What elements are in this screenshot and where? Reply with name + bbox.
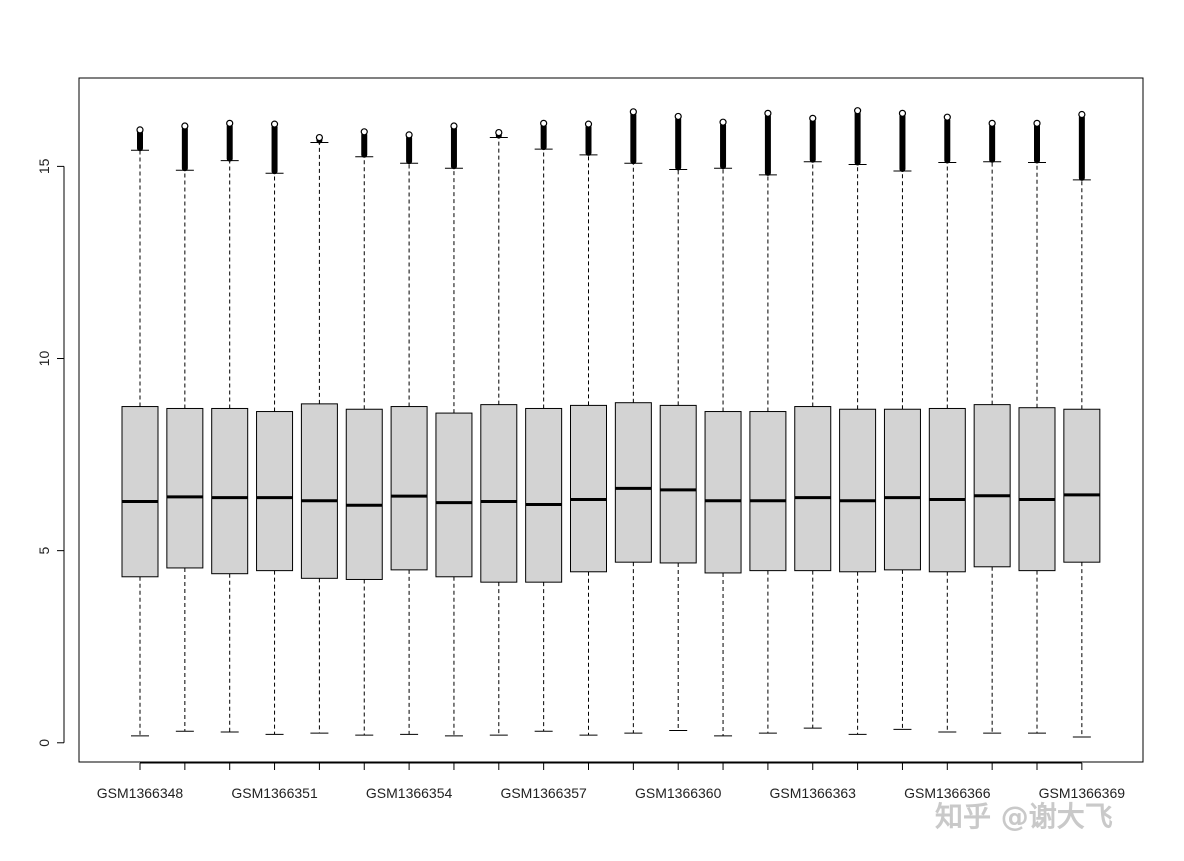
iqr-box — [928, 407, 966, 573]
outlier-point — [719, 118, 727, 126]
box-GSM1366367 — [973, 119, 1011, 734]
outlier-point — [943, 113, 951, 121]
iqr-box — [659, 404, 697, 564]
y-tick-label: 5 — [36, 547, 52, 555]
boxes — [121, 107, 1101, 738]
x-axis: GSM1366348 GSM1366351 GSM1366354 GSM1366357… — [97, 762, 1126, 801]
box-GSM1366368 — [1018, 119, 1056, 734]
iqr-box — [704, 411, 742, 574]
iqr-box — [256, 411, 294, 572]
x-tick-label: GSM1366357 — [500, 785, 587, 801]
plot-frame — [78, 77, 1144, 763]
iqr-box — [121, 406, 159, 578]
x-tick-label: GSM1366348 — [97, 785, 184, 801]
outlier-point — [629, 108, 637, 116]
iqr-box — [839, 408, 877, 573]
box-GSM1366358 — [570, 120, 607, 736]
box-GSM1366364 — [839, 107, 877, 735]
box-GSM1366348 — [121, 126, 159, 737]
iqr-box — [973, 404, 1011, 568]
x-tick-label: GSM1366366 — [904, 785, 991, 801]
iqr-box — [480, 404, 518, 583]
box-GSM1366361 — [704, 118, 742, 737]
outlier-point — [764, 109, 772, 117]
box-GSM1366355 — [435, 122, 473, 737]
x-tick-label: GSM1366363 — [770, 785, 857, 801]
box-GSM1366350 — [211, 119, 249, 733]
outlier-point — [809, 114, 817, 122]
outlier-point — [853, 107, 862, 115]
iqr-box — [345, 408, 383, 580]
y-tick-label: 10 — [36, 351, 52, 367]
box-GSM1366359 — [614, 108, 652, 734]
iqr-box — [435, 412, 473, 578]
outlier-point — [136, 126, 144, 134]
box-GSM1366349 — [166, 122, 204, 732]
watermark-text: 知乎 @谢大飞 — [935, 800, 1113, 833]
box-GSM1366354 — [390, 131, 428, 735]
iqr-box — [794, 406, 832, 572]
outlier-point — [898, 109, 907, 117]
box-GSM1366362 — [749, 109, 787, 734]
outlier-point — [674, 112, 682, 121]
iqr-box — [525, 407, 563, 583]
x-tick-label: GSM1366360 — [635, 785, 722, 801]
outlier-point — [1078, 110, 1086, 119]
x-tick-label: GSM1366351 — [231, 785, 318, 801]
outlier-point — [315, 133, 323, 142]
outlier-point — [495, 128, 503, 137]
outlier-point — [181, 122, 189, 130]
outlier-point — [988, 119, 996, 127]
iqr-box — [300, 403, 338, 579]
box-GSM1366357 — [525, 119, 563, 732]
box-GSM1366365 — [883, 109, 921, 730]
y-tick-label: 15 — [36, 158, 52, 174]
outlier-point — [360, 128, 368, 136]
box-GSM1366369 — [1063, 110, 1101, 738]
box-GSM1366352 — [300, 133, 338, 734]
iqr-box — [749, 411, 787, 572]
iqr-box — [211, 407, 249, 575]
outlier-point — [584, 120, 593, 128]
outlier-point — [450, 122, 458, 130]
iqr-box — [570, 404, 607, 573]
iqr-box — [390, 406, 428, 571]
box-GSM1366351 — [256, 120, 294, 735]
iqr-box — [1018, 407, 1056, 572]
box-GSM1366366 — [928, 113, 966, 733]
outlier-point — [1033, 119, 1041, 127]
outlier-point — [405, 131, 413, 139]
box-GSM1366356 — [480, 128, 518, 736]
y-axis: 0 5 10 15 — [36, 158, 65, 747]
outlier-point — [540, 119, 548, 127]
box-GSM1366360 — [659, 112, 697, 731]
x-tick-label: GSM1366369 — [1039, 785, 1126, 801]
y-tick-label: 0 — [36, 739, 52, 747]
outlier-point — [270, 120, 279, 128]
iqr-box — [614, 402, 652, 563]
box-GSM1366353 — [345, 128, 383, 736]
iqr-box — [1063, 408, 1101, 563]
box-GSM1366363 — [794, 114, 832, 729]
x-tick-label: GSM1366354 — [366, 785, 453, 801]
outlier-point — [226, 119, 234, 127]
iqr-box — [166, 407, 204, 569]
iqr-box — [883, 408, 921, 571]
